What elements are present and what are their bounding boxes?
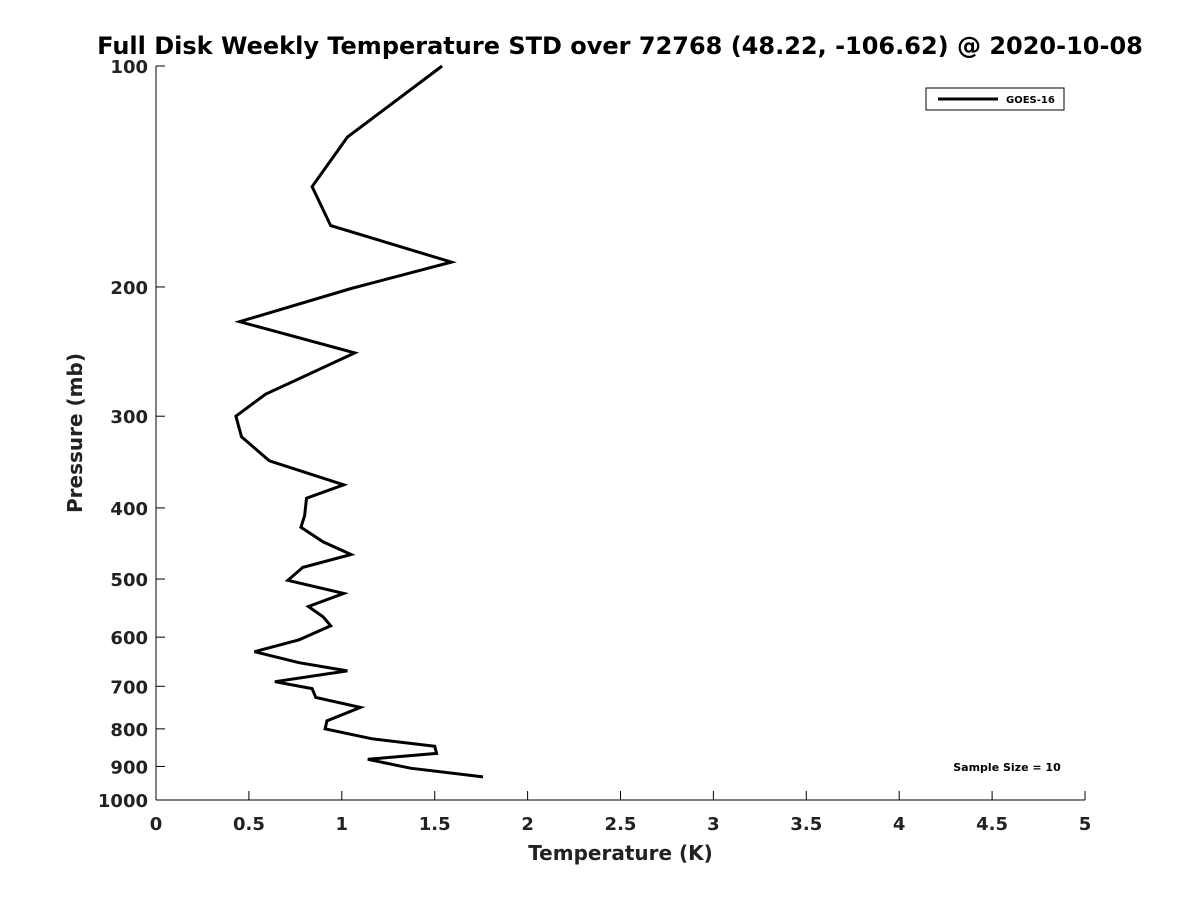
y-tick-label: 800: [110, 720, 148, 741]
y-tick-label: 1000: [98, 791, 148, 812]
sample-size-annotation: Sample Size = 10: [953, 761, 1061, 774]
x-tick-label: 3.5: [790, 814, 822, 835]
series-line-goes-16: [234, 64, 484, 779]
legend: GOES-16: [925, 87, 1065, 111]
x-tick-label: 1: [336, 814, 349, 835]
legend-label-goes-16: GOES-16: [1006, 95, 1055, 106]
x-tick-label: 1.5: [419, 814, 451, 835]
y-axis-label: Pressure (mb): [63, 353, 87, 513]
y-tick-label: 400: [110, 499, 148, 520]
series-layer: [234, 64, 484, 779]
x-tick-label: 2: [521, 814, 534, 835]
x-axis-label: Temperature (K): [528, 841, 713, 865]
y-axis-ticks: 100 200 300 400 500 600 700 800 900 1000: [98, 57, 165, 812]
y-tick-label: 500: [110, 570, 148, 591]
x-tick-label: 0: [150, 814, 163, 835]
x-tick-label: 5: [1079, 814, 1092, 835]
y-tick-label: 700: [110, 677, 148, 698]
x-tick-label: 4: [893, 814, 906, 835]
x-tick-label: 3: [707, 814, 720, 835]
x-tick-label: 4.5: [976, 814, 1008, 835]
x-axis-ticks: 0 0.5 1 1.5 2 2.5 3 3.5 4 4.5 5: [150, 791, 1092, 835]
y-tick-label: 200: [110, 278, 148, 299]
y-tick-label: 300: [110, 407, 148, 428]
y-tick-label: 900: [110, 757, 148, 778]
x-tick-label: 2.5: [605, 814, 637, 835]
chart-title: Full Disk Weekly Temperature STD over 72…: [97, 32, 1143, 60]
y-tick-label: 100: [110, 57, 148, 78]
y-tick-label: 600: [110, 628, 148, 649]
x-tick-label: 0.5: [233, 814, 265, 835]
